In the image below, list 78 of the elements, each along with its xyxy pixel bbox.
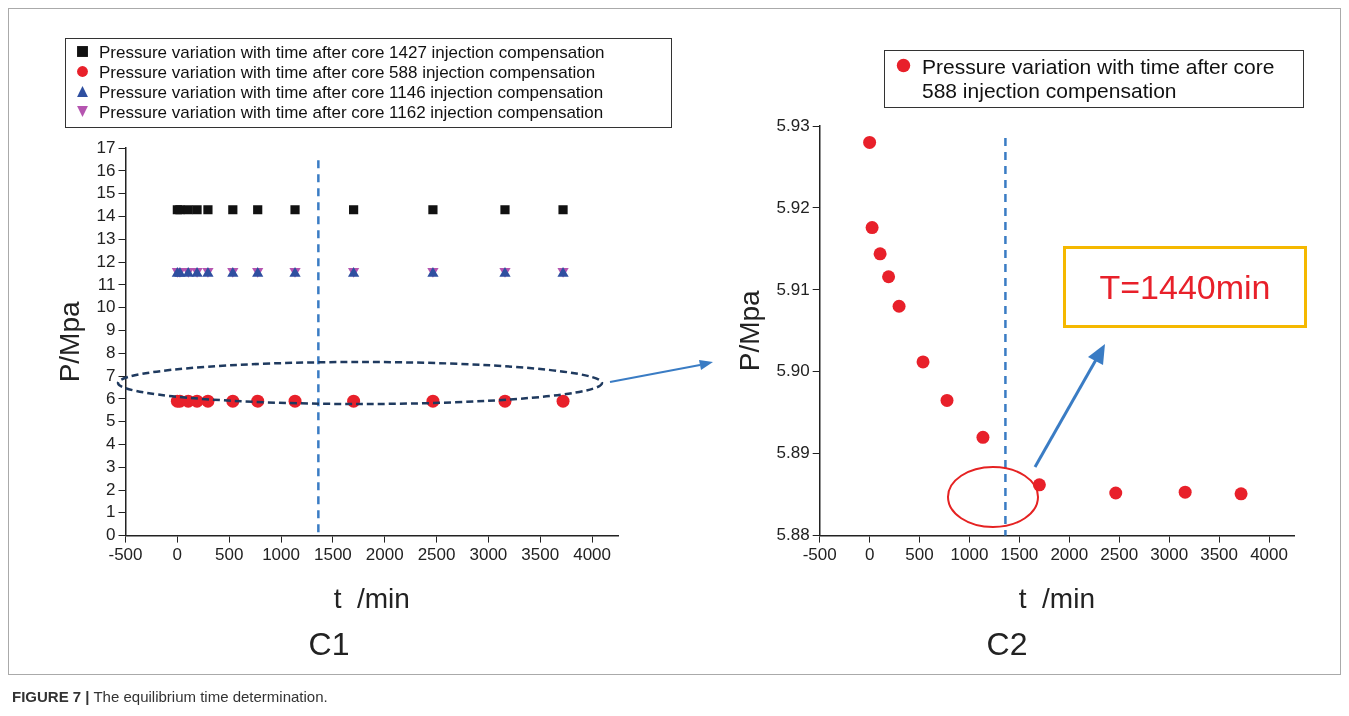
point [558, 205, 568, 215]
point [882, 270, 896, 284]
y-tick-label: 5.88 [776, 525, 810, 545]
text: C2 [986, 625, 1028, 662]
x-tick-label: -500 [108, 545, 143, 565]
x-tick-label: 2500 [1100, 545, 1139, 565]
x-tick-label: 0 [864, 545, 875, 565]
caption: FIGURE 7 | The equilibrium time determination. [12, 688, 328, 705]
y-tick-label: 16 [96, 160, 116, 180]
y-tick-label: 12 [96, 251, 116, 271]
x-tick-label: 3500 [521, 545, 560, 565]
x-tick-label: -500 [802, 545, 837, 565]
point [1178, 485, 1192, 499]
point [873, 247, 887, 261]
x-axis-title: t /min [333, 582, 410, 614]
y-axis-title: P/Mpa [733, 289, 765, 372]
x-tick-label: 3000 [469, 545, 508, 565]
point [976, 430, 990, 444]
x-tick-label: 3500 [1200, 545, 1239, 565]
y-tick-label: 5.90 [776, 361, 810, 381]
point [1234, 487, 1248, 501]
legend-label: Pressure variation with time after core 1162 injection compensation [99, 103, 604, 123]
point [349, 205, 359, 215]
y-tick-label: 0 [106, 525, 116, 545]
x-tick-label: 4000 [573, 545, 611, 565]
x-tick-label: 500 [215, 545, 244, 565]
x-tick-label: 2000 [365, 545, 404, 565]
y-tick-label: 8 [106, 342, 116, 362]
y-axis-title: P/Mpa [53, 301, 85, 383]
y-tick-label: 1 [106, 502, 116, 522]
point [892, 299, 906, 313]
y-tick-label: 5.92 [776, 197, 810, 217]
x-tick-label: 2000 [1050, 545, 1089, 565]
point [192, 205, 202, 215]
point [290, 205, 300, 215]
y-tick-label: 11 [97, 274, 116, 294]
point [253, 205, 263, 215]
y-tick-label: 5.93 [776, 115, 810, 135]
y-tick-label: 14 [96, 206, 116, 226]
x-tick-label: 3000 [1150, 545, 1189, 565]
y-tick-label: 17 [96, 137, 116, 157]
point [865, 221, 879, 235]
point [500, 205, 510, 215]
point [940, 393, 954, 407]
x-tick-label: 1500 [313, 545, 352, 565]
x-tick-label: 1000 [262, 545, 300, 565]
y-tick-label: 9 [106, 320, 116, 340]
legend-label: Pressure variation with time after core 588 injection compensation [922, 55, 1276, 103]
legend-label: Pressure variation with time after core 1427 injection compensation [99, 43, 605, 63]
x-axis-title: t /min [1018, 582, 1095, 614]
x-tick-label: 4000 [1250, 545, 1288, 565]
x-tick-label: 500 [905, 545, 934, 565]
y-tick-label: 5.91 [776, 279, 810, 299]
point [1109, 486, 1123, 500]
legend-label: Pressure variation with time after core 1146 injection compensation [99, 83, 604, 103]
point [863, 135, 877, 149]
y-tick-label: 13 [96, 229, 116, 249]
point [228, 205, 238, 215]
y-tick-label: 10 [96, 297, 116, 317]
text: C1 [308, 625, 350, 662]
x-tick-label: 2500 [417, 545, 456, 565]
point [556, 394, 570, 408]
y-tick-label: 4 [106, 434, 116, 454]
y-tick-label: 5 [106, 411, 116, 431]
y-tick-label: 2 [106, 479, 116, 499]
x-tick-label: 1000 [950, 545, 989, 565]
point [428, 205, 438, 215]
y-tick-label: 7 [106, 365, 116, 385]
legend-label: Pressure variation with time after core 588 injection compensation [99, 63, 596, 83]
x-tick-label: 1500 [1000, 545, 1039, 565]
y-tick-label: 5.89 [776, 443, 810, 463]
point [203, 205, 213, 215]
point [916, 355, 930, 369]
y-tick-label: 3 [106, 456, 116, 476]
y-tick-label: 6 [106, 388, 116, 408]
annotation: T=1440min [1063, 246, 1307, 328]
x-tick-label: 0 [172, 545, 183, 565]
y-tick-label: 15 [96, 183, 116, 203]
